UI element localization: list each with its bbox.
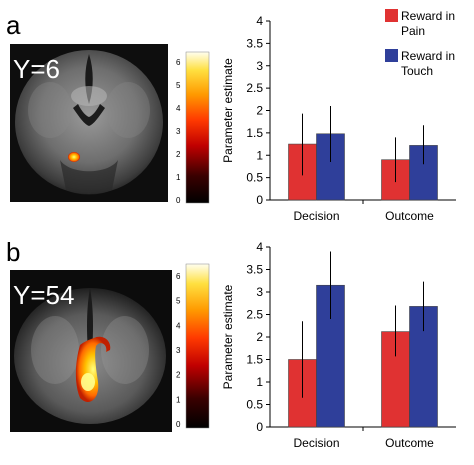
colorbar-tick-label: 6 [176,272,181,281]
colorbar-tick-label: 6 [176,58,181,67]
panel-letter-b: b [6,237,20,267]
colorbar-tick-label: 3 [176,346,181,355]
brain-slice-a: Y=6 [10,44,168,202]
colorbar-tick-label: 4 [176,104,181,113]
colorbar-tick-label: 1 [176,395,181,404]
colorbar-tick-label: 5 [176,81,181,90]
y-axis-label: Parameter estimate [221,284,235,389]
legend-swatch-pain [385,9,398,22]
y-tick-label: 3 [256,59,263,73]
legend: Reward in Pain Reward in Touch [385,9,455,78]
x-category-label: Outcome [385,436,434,450]
slice-label-b: Y=54 [13,280,74,310]
bar-chart-b: Parameter estimate 0 0.5 1 1.5 2 2.5 3 3.5 4 Decis… [221,240,456,450]
y-tick-label: 2.5 [246,308,263,322]
y-tick-label: 2 [256,330,263,344]
colorbar-a: 6 5 4 3 2 1 0 [176,51,210,205]
x-category-label: Outcome [385,209,434,223]
y-tick-label: 2 [256,104,263,118]
y-tick-label: 4 [256,240,263,254]
y-tick-label: 1.5 [246,126,263,140]
colorbar-tick-label: 0 [176,420,181,429]
colorbar-tick-label: 2 [176,371,181,380]
x-category-label: Decision [293,209,339,223]
panel-letter-a: a [6,10,21,40]
colorbar-tick-label: 5 [176,297,181,306]
colorbar-b: 6 5 4 3 2 1 0 [176,263,210,429]
colorbar-tick-label: 4 [176,321,181,330]
y-tick-label: 3.5 [246,36,263,50]
x-category-label: Decision [293,436,339,450]
legend-swatch-touch [385,49,398,62]
y-axis-label: Parameter estimate [221,58,235,163]
y-tick-label: 0.5 [246,171,263,185]
colorbar-tick-label: 0 [176,196,181,205]
y-tick-label: 0 [256,193,263,207]
y-tick-label: 1 [256,148,263,162]
activation-blob-a [68,152,80,162]
y-tick-label: 3 [256,285,263,299]
legend-label-touch-line1: Reward in [401,49,455,63]
colorbar-tick-label: 3 [176,127,181,136]
y-tick-label: 2.5 [246,81,263,95]
legend-label-pain-line1: Reward in [401,9,455,23]
brain-slice-b: Y=54 [10,270,172,432]
y-tick-label: 0.5 [246,398,263,412]
y-tick-label: 0 [256,420,263,434]
legend-label-pain-line2: Pain [401,24,425,38]
colorbar-tick-label: 2 [176,150,181,159]
y-tick-label: 3.5 [246,263,263,277]
legend-label-touch-line2: Touch [401,64,433,78]
y-tick-label: 4 [256,14,263,28]
y-tick-label: 1 [256,375,263,389]
colorbar-tick-label: 1 [176,173,181,182]
y-tick-label: 1.5 [246,353,263,367]
bar-chart-a: Parameter estimate 0 0.5 1 1.5 2 2.5 3 3.5 4 Decis… [221,14,456,223]
slice-label-a: Y=6 [13,54,60,84]
